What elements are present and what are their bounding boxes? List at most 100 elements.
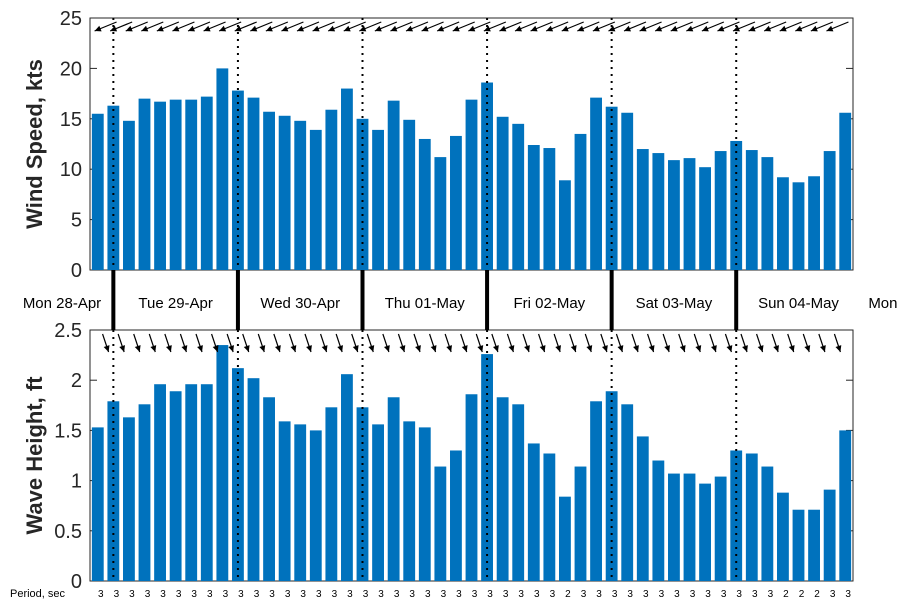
wind-direction-arrowhead [312, 25, 320, 32]
period-value: 3 [472, 589, 478, 600]
wind-bar [325, 109, 338, 270]
period-value: 3 [721, 589, 727, 600]
wave-bar [543, 453, 556, 581]
wave-bar [714, 476, 727, 581]
period-value: 3 [487, 589, 493, 600]
wind-bar [823, 151, 836, 270]
wind-bar [138, 98, 151, 270]
wind-bar [123, 120, 135, 270]
wave-direction-arrowhead [679, 345, 686, 352]
wind-direction-arrowhead [110, 25, 118, 32]
wave-direction-arrowhead [742, 345, 748, 352]
wave-bar [263, 397, 275, 581]
period-value: 3 [409, 589, 415, 600]
wave-direction-arrowhead [368, 345, 375, 352]
wind-direction-arrowhead [779, 25, 787, 32]
period-value: 3 [768, 589, 774, 600]
wave-direction-arrowhead [461, 345, 468, 352]
wind-direction-arrowhead [297, 25, 304, 32]
wind-direction-arrowhead [172, 25, 180, 32]
wave-bar [683, 473, 696, 581]
wave-direction-arrowhead [181, 345, 188, 352]
wave-bar [839, 430, 852, 581]
wind-direction-arrowhead [733, 25, 740, 32]
wind-direction-arrowhead [421, 25, 429, 32]
wave-bar [91, 427, 104, 581]
wave-direction-arrowhead [337, 345, 343, 352]
wind-direction-arrowhead [546, 25, 554, 32]
wind-direction-arrowhead [328, 25, 336, 32]
day-label: Tue 29-Apr [138, 295, 212, 312]
wind-direction-arrowhead [94, 25, 102, 32]
wave-ytick-label: 1 [71, 471, 82, 493]
wind-bar [668, 160, 680, 270]
wind-bar [481, 82, 493, 271]
wind-bar [621, 112, 634, 270]
wave-ytick-label: 1.5 [54, 420, 82, 442]
wave-bar [434, 466, 447, 581]
wave-direction-arrowhead [788, 345, 795, 352]
wave-direction-arrowhead [352, 345, 359, 352]
period-value: 3 [674, 589, 680, 600]
wind-bar [683, 158, 696, 270]
wind-direction-arrowhead [655, 25, 663, 32]
wave-direction-arrowhead [726, 345, 733, 352]
wind-direction-arrowhead [203, 25, 211, 32]
period-value: 3 [191, 589, 197, 600]
wind-direction-arrowhead [639, 25, 647, 32]
wave-bar [527, 443, 540, 581]
wind-direction-arrowhead [359, 25, 367, 32]
wave-direction-arrowhead [648, 345, 655, 352]
wave-bar [730, 450, 743, 581]
wind-direction-arrowhead [406, 25, 413, 32]
wind-bar [91, 113, 104, 270]
wave-direction-arrowhead [259, 345, 266, 352]
wind-bar [465, 99, 478, 270]
period-value: 3 [363, 589, 369, 600]
wind-direction-arrowhead [608, 25, 616, 32]
period-value: 3 [425, 589, 431, 600]
period-value: 3 [705, 589, 711, 600]
wind-bar [527, 145, 540, 270]
wind-bar [200, 96, 213, 271]
wave-direction-arrowhead [197, 345, 203, 352]
wind-direction-arrowhead [265, 25, 273, 32]
wave-direction-arrowhead [119, 345, 125, 352]
wave-ytick-label: 2 [71, 370, 82, 392]
wind-direction-arrowhead [795, 25, 803, 32]
wave-bar [745, 453, 758, 581]
wind-direction-arrowhead [390, 25, 398, 32]
wind-direction-arrowhead [499, 25, 507, 32]
wind-direction-arrowhead [281, 25, 289, 32]
day-label: Thu 01-May [385, 295, 466, 312]
wind-bar [434, 157, 447, 270]
wind-bar [341, 88, 353, 270]
wind-bar [185, 99, 198, 270]
wind-direction-arrowhead [374, 25, 382, 32]
wind-direction-arrowhead [577, 25, 585, 32]
wave-direction-arrowhead [166, 345, 172, 352]
wind-bar [418, 138, 431, 270]
wind-bar [559, 180, 571, 270]
period-value: 3 [347, 589, 353, 600]
wind-direction-arrowhead [561, 25, 569, 32]
wind-bar [247, 97, 260, 271]
wind-bar [169, 99, 182, 270]
period-value: 3 [518, 589, 524, 600]
wind-direction-arrowhead [717, 25, 725, 32]
wave-direction-arrowhead [835, 345, 842, 352]
period-value: 3 [736, 589, 742, 600]
period-value: 3 [690, 589, 696, 600]
wave-direction-arrowhead [228, 345, 234, 352]
wave-axis-label: Wave Height, ft [22, 376, 47, 535]
wind-bar [263, 111, 275, 270]
wave-direction-arrowhead [399, 345, 406, 352]
period-value: 3 [659, 589, 665, 600]
wind-bar [761, 157, 774, 270]
wave-bar [169, 391, 182, 581]
period-value: 3 [316, 589, 322, 600]
wind-bar [574, 133, 587, 270]
period-value: 3 [176, 589, 182, 600]
wave-bar [356, 407, 369, 581]
wave-direction-arrowhead [664, 345, 670, 352]
